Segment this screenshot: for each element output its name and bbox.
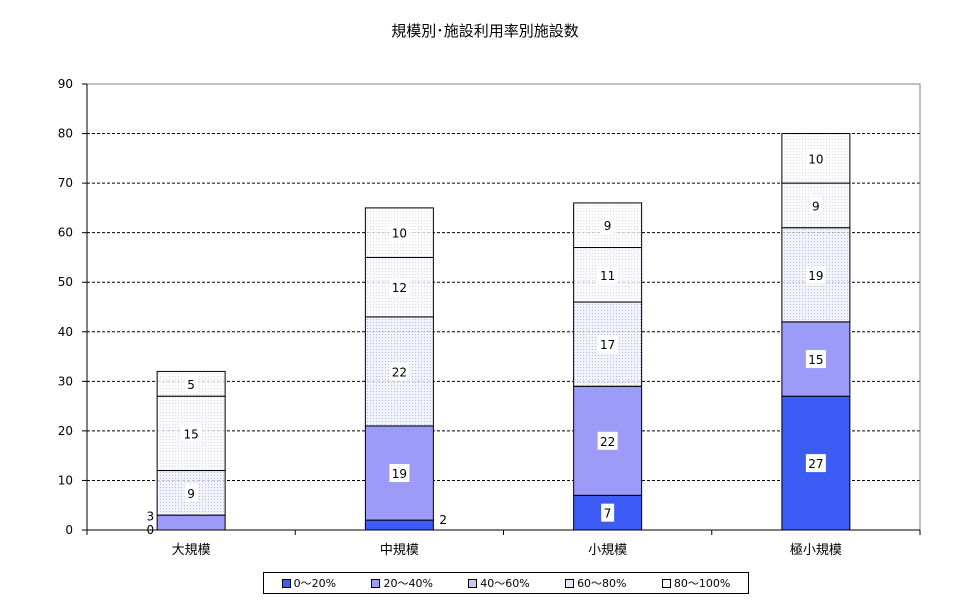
legend-item: 20～40%	[371, 575, 433, 591]
data-label: 17	[600, 338, 615, 352]
data-label-bg	[184, 483, 198, 502]
y-tick-label: 10	[58, 473, 73, 487]
data-label-bg	[805, 350, 826, 369]
data-label: 12	[392, 281, 407, 295]
legend-swatch	[468, 578, 478, 588]
data-label-bg	[389, 464, 410, 483]
data-label-bg	[389, 223, 410, 242]
x-tick-label: 大規模	[172, 543, 211, 558]
bar-segment	[364, 519, 434, 531]
data-label: 10	[392, 227, 407, 241]
legend-swatch	[281, 578, 291, 588]
data-label: 19	[808, 269, 823, 283]
legend-swatch	[371, 578, 381, 588]
x-tick-label: 小規模	[588, 543, 627, 558]
data-label: 22	[600, 435, 615, 449]
data-label-bg	[601, 503, 615, 522]
chart-title: 規模別･施設利用率別施設数	[391, 22, 579, 40]
data-label-bg	[597, 335, 618, 354]
data-label: 19	[392, 467, 407, 481]
data-label-bg	[181, 424, 202, 443]
legend-item: 80～100%	[661, 575, 731, 591]
y-tick-label: 50	[58, 275, 73, 289]
data-label-bg	[184, 374, 198, 393]
data-label-bg	[597, 431, 618, 450]
legend-label: 60～80%	[577, 577, 627, 590]
y-tick-label: 60	[58, 226, 73, 240]
data-label: 5	[187, 378, 195, 392]
legend-label: 0～20%	[293, 577, 337, 590]
data-label-bg	[805, 454, 826, 473]
x-tick-label: 極小規模	[790, 542, 842, 558]
y-tick-label: 30	[58, 374, 73, 388]
data-label-bg	[389, 278, 410, 297]
data-label: 11	[600, 269, 615, 283]
legend-item: 60～80%	[565, 575, 627, 591]
bar-segment	[156, 514, 226, 531]
y-tick-label: 20	[58, 424, 73, 438]
y-tick-label: 80	[58, 127, 73, 141]
legend-label: 40～60%	[480, 577, 530, 590]
data-label-bg	[601, 216, 615, 235]
data-label-bg	[805, 265, 826, 284]
data-label: 7	[604, 507, 612, 521]
data-label: 22	[392, 365, 407, 379]
legend-item: 0～20%	[281, 575, 337, 591]
data-label: 15	[183, 427, 198, 441]
legend-label: 20～40%	[383, 577, 433, 590]
data-label: 3	[146, 510, 154, 524]
data-label: 9	[604, 219, 612, 233]
data-label: 0	[146, 523, 154, 537]
legend-swatch	[565, 578, 575, 588]
y-tick-label: 70	[58, 176, 73, 190]
legend-item: 40～60%	[468, 575, 530, 591]
y-tick-label: 0	[65, 523, 73, 537]
legend-label: 80～100%	[673, 577, 731, 590]
legend-swatch	[661, 578, 671, 588]
data-label-bg	[389, 362, 410, 381]
data-label-bg	[597, 265, 618, 284]
y-tick-label: 90	[58, 77, 73, 91]
data-label: 9	[187, 487, 195, 501]
data-label: 9	[812, 199, 820, 213]
data-label: 27	[808, 457, 823, 471]
data-label: 10	[808, 152, 823, 166]
data-label: 2	[439, 513, 447, 527]
y-tick-label: 40	[58, 325, 73, 339]
x-tick-label: 中規模	[380, 543, 419, 558]
data-label-bg	[805, 149, 826, 168]
data-label: 15	[808, 353, 823, 367]
data-label-bg	[809, 196, 823, 215]
legend: 0～20% 20～40% 40～60% 60～80% 80～100%	[263, 572, 749, 594]
